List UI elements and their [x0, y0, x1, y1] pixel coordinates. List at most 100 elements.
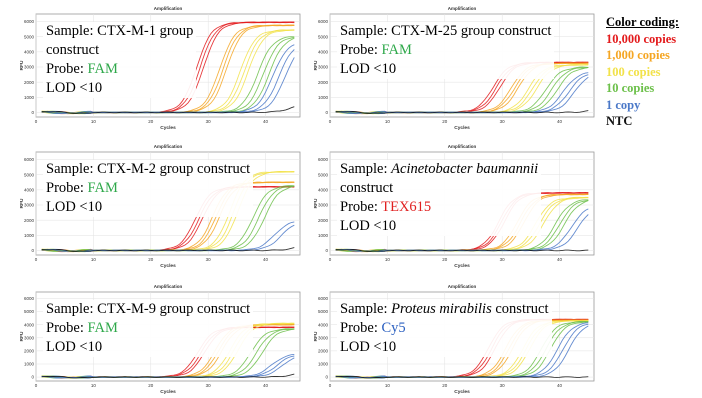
y-tick-label: 3000 — [318, 203, 329, 208]
y-tick-label: 5000 — [24, 34, 35, 39]
probe-prefix: Probe: — [46, 61, 88, 77]
chart-title: Amplification — [154, 6, 183, 11]
x-axis-label: Cycles — [160, 389, 176, 395]
legend-title: Color coding: — [606, 15, 680, 29]
chart-title: Amplification — [154, 144, 183, 149]
x-tick-label: 0 — [329, 257, 332, 262]
x-tick-label: 40 — [263, 119, 269, 124]
y-tick-label: 3000 — [318, 335, 329, 340]
sample-annotation: Sample: Acinetobacter baumannii construct… — [337, 160, 542, 236]
probe-line: Probe: TEX615 — [340, 198, 538, 217]
y-tick-label: 1000 — [318, 233, 329, 238]
chart-panel-ctx-m-9: Amplification 0 1000 2000 3000 4000 5000 6000 0 1… — [18, 282, 304, 398]
chart-title: Amplification — [448, 284, 477, 289]
y-tick-label: 2000 — [24, 218, 35, 223]
amplification-curve — [335, 110, 589, 114]
chart-panel-proteus: Amplification 0 1000 2000 3000 4000 5000 6000 0 1… — [312, 282, 598, 398]
sample-line: Sample: Proteus mirabilis construct — [340, 300, 549, 319]
x-axis-label: Cycles — [160, 125, 176, 131]
x-tick-label: 40 — [263, 257, 269, 262]
sample-line: Sample: CTX-M-2 group construct — [46, 160, 250, 179]
x-tick-label: 0 — [329, 383, 332, 388]
y-tick-label: 0 — [325, 375, 328, 380]
sample-name: CTX-M-9 group construct — [97, 301, 251, 317]
sample-line: Sample: CTX-M-9 group construct — [46, 300, 250, 319]
y-tick-label: 5000 — [24, 309, 35, 314]
legend-item-1: 1 copy — [606, 97, 641, 112]
y-tick-label: 3000 — [318, 65, 329, 70]
legend-item-1000: 1,000 copies — [606, 48, 670, 62]
y-axis-label: RFU — [313, 331, 319, 341]
y-tick-label: 1000 — [24, 233, 35, 238]
legend-item-10000: 10,000 copies — [606, 31, 677, 46]
x-tick-label: 10 — [385, 119, 391, 124]
lod-line: LOD <10 — [340, 61, 397, 77]
x-tick-label: 0 — [35, 257, 38, 262]
sample-prefix: Sample: — [46, 23, 98, 39]
x-tick-label: 10 — [91, 257, 97, 262]
sample-name: Acinetobacter baumannii — [391, 161, 539, 177]
sample-line-2: construct — [340, 180, 394, 196]
sample-prefix: Sample: — [46, 301, 98, 317]
y-tick-label: 4000 — [24, 322, 35, 327]
sample-annotation: Sample: CTX-M-9 group construct Probe: FA… — [43, 300, 254, 357]
x-tick-label: 30 — [206, 383, 212, 388]
color-coding-legend: Color coding: 10,000 copies 1,000 copies… — [606, 14, 679, 130]
x-tick-label: 30 — [500, 257, 506, 262]
y-tick-label: 0 — [31, 375, 34, 380]
probe-name: FAM — [87, 180, 118, 196]
x-tick-label: 10 — [385, 383, 391, 388]
x-tick-label: 10 — [91, 119, 97, 124]
x-tick-label: 40 — [557, 383, 563, 388]
x-tick-label: 10 — [91, 383, 97, 388]
x-axis-label: Cycles — [454, 125, 470, 131]
x-tick-label: 10 — [385, 257, 391, 262]
probe-prefix: Probe: — [340, 199, 382, 215]
chart-title: Amplification — [154, 284, 183, 289]
lod-line: LOD <10 — [46, 199, 103, 215]
probe-prefix: Probe: — [46, 320, 88, 336]
chart-panel-acinetobacter: Amplification 0 1000 2000 3000 4000 5000 6000 0 1… — [312, 142, 598, 272]
x-axis-label: Cycles — [454, 263, 470, 269]
sample-prefix: Sample: — [340, 301, 392, 317]
sample-annotation: Sample: Proteus mirabilis construct Probe… — [337, 300, 552, 357]
sample-line: Sample: CTX-M-1 group — [46, 22, 193, 41]
x-axis-label: Cycles — [160, 263, 176, 269]
x-tick-label: 40 — [557, 119, 563, 124]
probe-name: FAM — [87, 61, 118, 77]
chart-panel-ctx-m-1: Amplification 0 1000 2000 3000 4000 5000 6000 0 1… — [18, 4, 304, 134]
x-tick-label: 20 — [148, 257, 154, 262]
x-tick-label: 30 — [206, 257, 212, 262]
sample-prefix: Sample: — [340, 161, 392, 177]
sample-name: CTX-M-25 group construct — [391, 23, 552, 39]
y-tick-label: 2000 — [318, 80, 329, 85]
probe-line: Probe: FAM — [46, 319, 250, 338]
lod-line: LOD <10 — [46, 339, 103, 355]
y-tick-label: 0 — [325, 110, 328, 115]
y-tick-label: 1000 — [318, 362, 329, 367]
lod-line: LOD <10 — [46, 80, 103, 96]
probe-name: FAM — [381, 42, 412, 58]
legend-item-ntc: NTC — [606, 114, 633, 128]
y-tick-label: 2000 — [318, 218, 329, 223]
probe-prefix: Probe: — [340, 42, 382, 58]
y-tick-label: 5000 — [318, 34, 329, 39]
y-tick-label: 6000 — [318, 19, 329, 24]
x-tick-label: 30 — [500, 119, 506, 124]
y-tick-label: 4000 — [24, 187, 35, 192]
y-tick-label: 4000 — [318, 49, 329, 54]
y-tick-label: 4000 — [24, 49, 35, 54]
y-tick-label: 3000 — [24, 203, 35, 208]
y-tick-label: 0 — [31, 248, 34, 253]
sample-annotation: Sample: CTX-M-1 group construct Probe: FAM… — [43, 22, 197, 98]
x-tick-label: 20 — [148, 119, 154, 124]
x-tick-label: 20 — [442, 257, 448, 262]
sample-prefix: Sample: — [46, 161, 98, 177]
x-tick-label: 30 — [206, 119, 212, 124]
y-tick-label: 2000 — [24, 80, 35, 85]
probe-prefix: Probe: — [46, 180, 88, 196]
y-axis-label: RFU — [19, 198, 25, 208]
sample-line: Sample: CTX-M-25 group construct — [340, 22, 551, 41]
y-tick-label: 4000 — [318, 187, 329, 192]
probe-line: Probe: FAM — [46, 179, 250, 198]
